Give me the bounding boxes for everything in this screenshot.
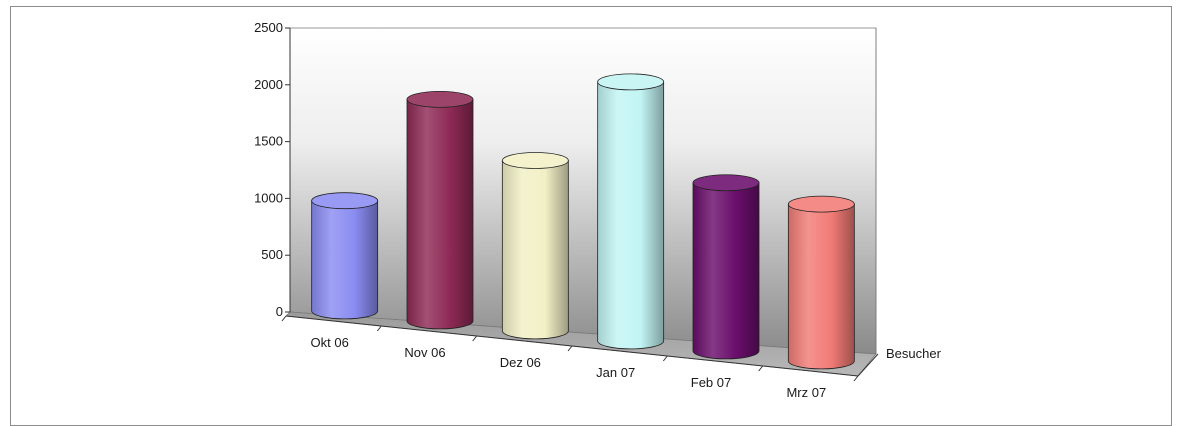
bar-body <box>311 200 379 320</box>
x-tick <box>472 335 478 342</box>
bar-body <box>692 182 760 360</box>
bar-body <box>597 81 665 350</box>
x-tick <box>376 325 382 332</box>
bar-top <box>406 90 474 108</box>
bar-top <box>787 195 855 213</box>
bar-body <box>406 98 474 330</box>
x-tick-label: Dez 06 <box>500 355 541 370</box>
bar-body <box>501 160 569 340</box>
bar-okt-06 <box>311 192 379 320</box>
bar-feb-07 <box>692 174 760 360</box>
bar-jan-07 <box>597 73 665 350</box>
x-tick <box>281 315 287 322</box>
x-axis: Okt 06 Nov 06 Dez 06 Jan 07 Feb 07 Mrz 07 Besu… <box>281 315 942 400</box>
series-label: Besucher <box>886 346 942 361</box>
bar-top <box>692 174 760 192</box>
x-tick <box>853 375 859 382</box>
bar-body <box>787 203 855 370</box>
y-tick-label: 0 <box>276 304 283 319</box>
bar-top <box>311 192 379 210</box>
bar-dez-06 <box>501 152 569 340</box>
y-tick-label: 2000 <box>254 77 283 92</box>
depth-axis-line <box>857 353 879 377</box>
x-tick-label: Nov 06 <box>404 345 445 360</box>
y-axis: 0 500 1000 1500 2000 2500 <box>254 20 291 319</box>
x-tick <box>662 355 668 362</box>
chart-plot: 0 500 1000 1500 2000 2500 Okt 06 Nov 06 Dez 06 J… <box>254 20 942 400</box>
x-tick <box>567 345 573 352</box>
y-tick-label: 1000 <box>254 190 283 205</box>
x-tick-label: Okt 06 <box>311 335 349 350</box>
bar-top <box>597 73 665 91</box>
bar-series <box>311 73 855 370</box>
y-tick-label: 1500 <box>254 134 283 149</box>
bar-top <box>501 152 569 169</box>
x-tick-label: Mrz 07 <box>786 385 826 400</box>
x-tick-label: Jan 07 <box>596 365 635 380</box>
bar-nov-06 <box>406 90 474 330</box>
x-tick <box>758 365 764 372</box>
x-tick-label: Feb 07 <box>691 375 731 390</box>
bar-mrz-07 <box>787 195 855 370</box>
y-tick-label: 500 <box>261 247 283 262</box>
y-tick-label: 2500 <box>254 20 283 35</box>
